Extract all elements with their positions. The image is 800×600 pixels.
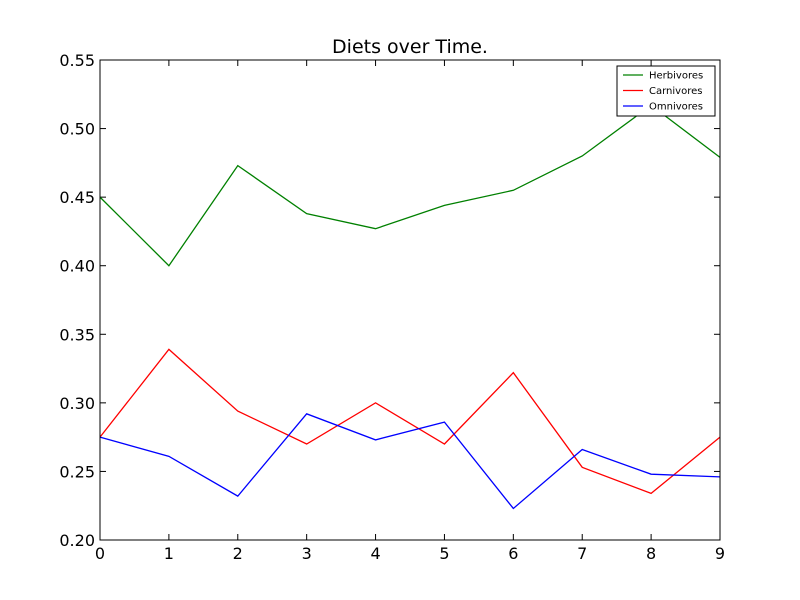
x-tick-label: 0 (95, 544, 105, 563)
y-tick-label: 0.50 (59, 120, 95, 139)
x-tick-label: 4 (370, 544, 380, 563)
x-tick-label: 6 (508, 544, 518, 563)
x-tick-label: 9 (715, 544, 725, 563)
plot-frame (99, 59, 721, 541)
plot-area (100, 60, 720, 540)
x-tick-label: 8 (646, 544, 656, 563)
series-line-carnivores (99, 348, 721, 495)
x-tick-label: 1 (164, 544, 174, 563)
y-tick-label: 0.25 (59, 462, 95, 481)
y-tick-label: 0.45 (59, 188, 95, 207)
y-tick-label: 0.20 (59, 531, 95, 550)
x-tick-label: 7 (577, 544, 587, 563)
chart-title: Diets over Time. (332, 36, 488, 58)
x-tick-label: 5 (439, 544, 449, 563)
ticks-layer: 0 1 2 3 4 5 6 7 8 9 0.20 0.25 0.30 0.35 0.40 0.45 0.50 0.… (59, 51, 725, 563)
y-tick-label: 0.55 (59, 51, 95, 70)
series-line-herbivores (99, 104, 721, 267)
series-layer (99, 104, 721, 510)
series-line-omnivores (99, 413, 721, 510)
legend-label: Herbivores (649, 71, 703, 82)
y-tick-label: 0.40 (59, 257, 95, 276)
x-tick-label: 2 (233, 544, 243, 563)
y-tick-label: 0.35 (59, 325, 95, 344)
x-tick-label: 3 (302, 544, 312, 563)
legend: Herbivores Carnivores Omnivores (616, 65, 716, 117)
legend-label: Carnivores (649, 86, 702, 97)
y-tick-label: 0.30 (59, 394, 95, 413)
legend-label: Omnivores (649, 102, 703, 113)
